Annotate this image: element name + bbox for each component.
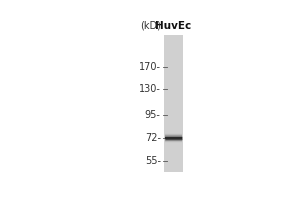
Text: 170-: 170- [139, 62, 161, 72]
Text: 130-: 130- [139, 84, 161, 94]
Bar [164, 35, 183, 172]
Text: (kD): (kD) [140, 21, 161, 31]
Text: 55-: 55- [145, 156, 161, 166]
Text: HuvEc: HuvEc [155, 21, 192, 31]
Text: 72-: 72- [145, 133, 161, 143]
Text: 95-: 95- [145, 110, 161, 120]
